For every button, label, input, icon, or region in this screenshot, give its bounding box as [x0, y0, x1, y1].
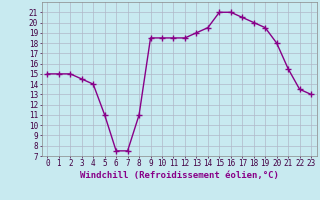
X-axis label: Windchill (Refroidissement éolien,°C): Windchill (Refroidissement éolien,°C): [80, 171, 279, 180]
